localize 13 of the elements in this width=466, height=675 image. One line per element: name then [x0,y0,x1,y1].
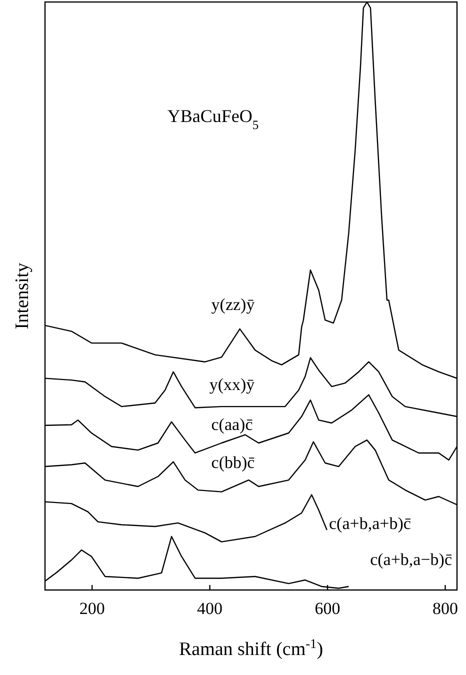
x-axis-title: Raman shift (cm$^{-1}$) [178,636,324,660]
x-tick-label: 600 [314,599,340,618]
x-tick-label: 400 [197,599,223,618]
text: YBaCuFeO$_{5}$ [167,106,259,132]
series-label: c(a+b,a−b)c̄ [370,550,452,569]
series-label: c(a+b,a+b)c̄ [329,514,412,533]
x-tick-label: 200 [79,599,105,618]
x-tick-label: 800 [432,599,458,618]
series-label: y(zz)ȳ [211,295,256,314]
series-label: y(xx)ȳ [209,375,256,394]
series-label: c(aa)c̄ [211,415,254,434]
y-axis-title: Intensity [12,262,33,330]
series-label: c(bb)c̄ [211,453,256,472]
